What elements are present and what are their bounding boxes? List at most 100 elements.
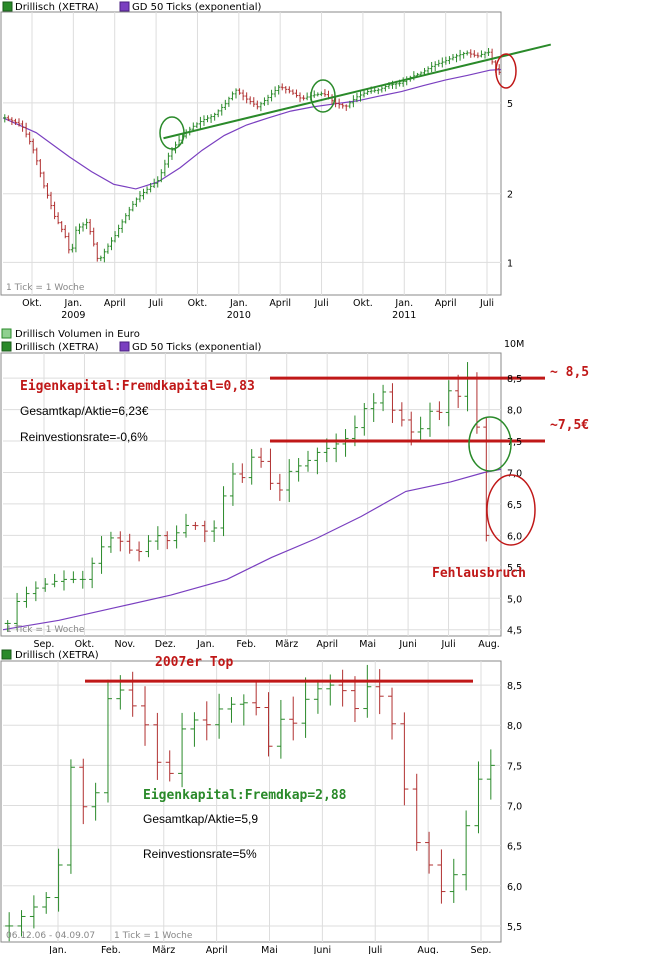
range-note: 06.12.06 - 04.09.07: [6, 931, 95, 941]
price-bar: [117, 531, 124, 552]
price-bar: [474, 761, 483, 834]
price-bar: [355, 92, 359, 103]
price-bar: [32, 581, 39, 602]
y-tick-label: 7,5: [507, 761, 522, 772]
price-bar: [427, 402, 433, 437]
price-bar: [156, 176, 160, 188]
price-bar: [476, 52, 480, 59]
x-tick-label: April: [316, 639, 338, 650]
price-bar: [437, 59, 441, 67]
x-tick-label: Juli: [313, 298, 328, 309]
price-bar: [483, 51, 487, 59]
y-tick-label: 7,0: [507, 468, 522, 479]
x-tick-label: Juni: [313, 945, 331, 954]
x-tick-label: Jan.: [64, 298, 83, 309]
price-bar: [458, 49, 462, 61]
panel2-price-bars: [4, 362, 490, 632]
panel1-frame: [0, 11, 502, 296]
x-tick-label: April: [435, 298, 457, 309]
price-bar: [14, 592, 21, 631]
price-bar: [154, 526, 161, 550]
price-bar: [92, 227, 96, 247]
price-bar: [362, 89, 366, 98]
y-tick-label: 2: [507, 190, 513, 201]
price-bar: [213, 112, 217, 121]
price-bar: [465, 50, 469, 56]
price-bar: [195, 122, 199, 129]
price-bar: [425, 831, 434, 874]
annotation-reinvest-rate: Reinvestionsrate=-0,6%: [20, 430, 148, 444]
panel-one-year: Drillisch Volumen in Euro Drillisch (XET…: [0, 328, 589, 650]
price-bar: [373, 87, 377, 93]
x-tick-label: Aug.: [417, 945, 439, 954]
legend-swatch-price: [2, 1, 13, 12]
y-tick-label: 8,0: [507, 721, 522, 732]
price-bar: [412, 773, 421, 851]
price-bar: [280, 83, 284, 91]
price-bar: [45, 183, 49, 199]
price-bar: [361, 403, 368, 436]
price-bar: [178, 712, 187, 788]
price-bar: [472, 50, 476, 58]
price-bar: [53, 201, 57, 220]
panel3-x-axis: Jan. Feb. März April Mai Juni Juli Aug. Sep.: [48, 945, 491, 954]
price-bar: [54, 848, 63, 912]
panel1-ma-line: [2, 68, 502, 190]
annotation-capital-per-share: Gesamtkap/Aktie=6,23€: [20, 404, 149, 418]
panel-2007: Drillisch (XETRA) 5,56,06,57,07,58,08,5 …: [0, 649, 522, 954]
price-bar: [163, 159, 167, 177]
price-bar: [198, 116, 202, 129]
price-bar: [3, 114, 7, 123]
price-bar: [99, 255, 103, 262]
price-bar: [451, 53, 455, 61]
price-bar: [276, 473, 283, 501]
panel2-y-axis: 4,5 5,0 5,5 6,0 6,5 7,0 7,5 8,0 8,5: [507, 374, 522, 637]
x-tick-label: Mai: [359, 639, 376, 650]
price-bar: [38, 159, 42, 178]
price-bar: [5, 912, 14, 942]
price-bar: [223, 99, 227, 111]
y-tick-label: 8,5: [507, 681, 522, 692]
price-bar: [209, 114, 213, 123]
annotation-circle-drop: [486, 474, 536, 546]
y-tick-label: 5: [507, 99, 513, 110]
price-bar: [430, 61, 434, 73]
price-bar: [245, 92, 249, 104]
price-bar: [252, 97, 256, 107]
price-bar: [102, 248, 106, 263]
x-year-label: 2010: [227, 310, 251, 321]
panel1-trendline: [163, 43, 552, 140]
legend-price: Drillisch (XETRA): [15, 650, 99, 661]
price-bar: [239, 694, 248, 726]
price-bar: [165, 750, 174, 782]
annotation-reinvest-rate: Reinvestionsrate=5%: [143, 847, 257, 861]
price-bar: [202, 701, 211, 741]
price-bar: [380, 384, 387, 412]
annotation-equity-ratio: Eigenkapital:Fremdkapital=0,83: [20, 379, 255, 394]
price-bar: [6, 115, 10, 122]
price-bar: [239, 463, 246, 483]
price-bar: [124, 213, 128, 224]
x-tick-label: Juli: [440, 639, 455, 650]
price-bar: [220, 486, 227, 537]
price-bar: [192, 521, 199, 530]
annotation-level-75: ~7,5€: [550, 418, 589, 433]
price-bar: [81, 222, 85, 232]
price-bar: [273, 86, 277, 98]
price-bar: [88, 219, 92, 235]
panel2-grid: [3, 353, 501, 636]
price-bar: [35, 147, 39, 166]
annotation-circle-ma-touch: [468, 416, 512, 472]
x-tick-label: April: [206, 945, 228, 954]
price-bar: [127, 206, 131, 221]
price-bar: [42, 578, 49, 592]
price-bar: [338, 669, 347, 707]
x-tick-label: Nov.: [114, 639, 135, 650]
price-bar: [63, 225, 67, 239]
tick-note: 1 Tick = 1 Woche: [6, 625, 85, 635]
price-bar: [42, 171, 46, 189]
x-tick-label: Okt.: [75, 639, 95, 650]
x-tick-label: Okt.: [353, 298, 373, 309]
